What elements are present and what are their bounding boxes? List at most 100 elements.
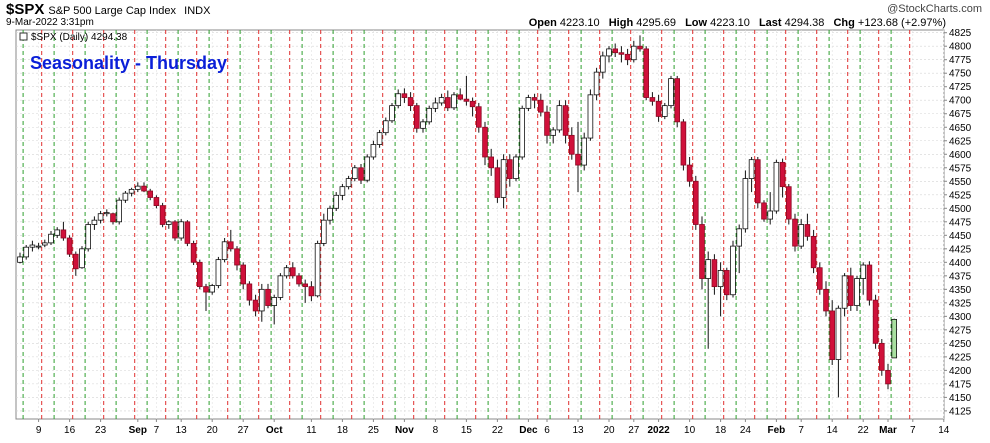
candle-up — [581, 137, 587, 166]
x-tick-label: Dec — [519, 425, 538, 436]
candle-down — [457, 94, 463, 100]
chg-value: +123.68 (+2.97%) — [857, 17, 946, 29]
ohlc-readout: Open 4223.10 High 4295.69 Low 4223.10 La… — [523, 17, 946, 29]
candle-down — [488, 156, 494, 169]
symbol: $SPX — [6, 1, 45, 18]
last-value: 4294.38 — [784, 17, 825, 29]
x-tick-label: Feb — [768, 425, 786, 436]
x-tick-label: Nov — [395, 425, 414, 436]
y-tick-label: 4525 — [949, 190, 972, 201]
candle-down — [848, 275, 854, 306]
candle-up — [333, 194, 339, 209]
candle-down — [792, 218, 798, 247]
x-tick-label: 22 — [492, 425, 504, 436]
candle-up — [736, 228, 742, 247]
candle-up — [327, 207, 333, 221]
candle-up — [97, 213, 104, 221]
candle-up — [593, 71, 600, 96]
candle-down — [265, 288, 271, 306]
candle-down — [147, 190, 154, 198]
candle-up — [54, 229, 60, 236]
x-tick-label: 2022 — [647, 425, 670, 436]
candle-up — [798, 224, 804, 247]
candle-up — [600, 55, 606, 73]
candle-up — [314, 243, 321, 297]
candle-up — [525, 97, 532, 109]
x-tick-label: 13 — [572, 425, 584, 436]
x-tick-label: 7 — [154, 425, 160, 436]
candle-down — [506, 159, 513, 179]
open-value: 4223.10 — [559, 17, 600, 29]
candle-up — [345, 178, 352, 188]
candle-down — [482, 126, 488, 158]
candle-up — [370, 144, 377, 158]
candle-down — [110, 213, 116, 223]
candle-down — [829, 310, 835, 360]
x-tick-label: 11 — [306, 425, 317, 436]
y-tick-label: 4175 — [949, 379, 972, 390]
candle-up — [395, 93, 401, 107]
candle-up — [773, 161, 780, 212]
candle-down — [413, 105, 420, 129]
last-label: Last — [758, 17, 782, 29]
candle-down — [203, 286, 209, 293]
candle-up — [351, 167, 358, 179]
candle-down — [538, 99, 544, 113]
candle-up — [116, 199, 123, 223]
candle-up — [513, 156, 519, 179]
x-tick-label: 6 — [544, 425, 550, 436]
candle-down — [184, 221, 191, 244]
x-tick-label: 14 — [938, 425, 950, 436]
candle-up — [376, 132, 383, 145]
candle-up — [79, 248, 85, 269]
candle-down — [73, 253, 79, 270]
x-tick-label: 27 — [628, 425, 640, 436]
candle-up — [382, 120, 389, 134]
candle-down — [60, 229, 67, 239]
low-value: 4223.10 — [710, 17, 750, 29]
candle-up — [587, 94, 594, 139]
candle-down — [680, 121, 687, 166]
candle-down — [227, 241, 234, 250]
candle-up — [854, 278, 860, 306]
candle-down — [475, 106, 482, 128]
candle-down — [159, 205, 166, 225]
y-tick-label: 4200 — [949, 366, 972, 377]
candle-down — [866, 264, 873, 301]
candle-up — [662, 105, 668, 117]
candle-down — [494, 167, 501, 198]
y-tick-label: 4375 — [949, 271, 972, 282]
candle-up — [277, 275, 284, 298]
candle-up — [438, 97, 445, 104]
candle-down — [289, 267, 296, 277]
candle-up — [631, 45, 637, 61]
candle-down — [308, 286, 315, 297]
candle-up — [426, 107, 432, 123]
timestamp: 9-Mar-2022 3:31pm — [6, 17, 94, 28]
chg-label: Chg — [833, 17, 855, 29]
y-tick-label: 4825 — [949, 28, 972, 39]
x-tick-label: 9 — [36, 425, 42, 436]
y-tick-label: 4425 — [949, 244, 972, 255]
candle-down — [240, 264, 247, 285]
candle-up — [730, 245, 736, 296]
candle-down — [804, 224, 811, 237]
candle-down — [234, 248, 240, 266]
candle-up — [283, 267, 290, 277]
candle-up — [35, 245, 42, 248]
y-tick-label: 4725 — [949, 82, 972, 93]
candle-down — [401, 93, 408, 98]
candle-up — [178, 221, 185, 239]
x-tick-label: 25 — [368, 425, 380, 436]
x-tick-label: 16 — [64, 425, 76, 436]
candle-down — [358, 167, 364, 181]
y-tick-label: 4475 — [949, 217, 972, 228]
candles — [17, 35, 897, 398]
candle-down — [643, 48, 649, 98]
candle-up — [104, 212, 110, 215]
candle-up — [258, 288, 265, 312]
candle-down — [618, 52, 625, 55]
candle-up — [215, 259, 222, 286]
candle-up — [451, 94, 457, 109]
